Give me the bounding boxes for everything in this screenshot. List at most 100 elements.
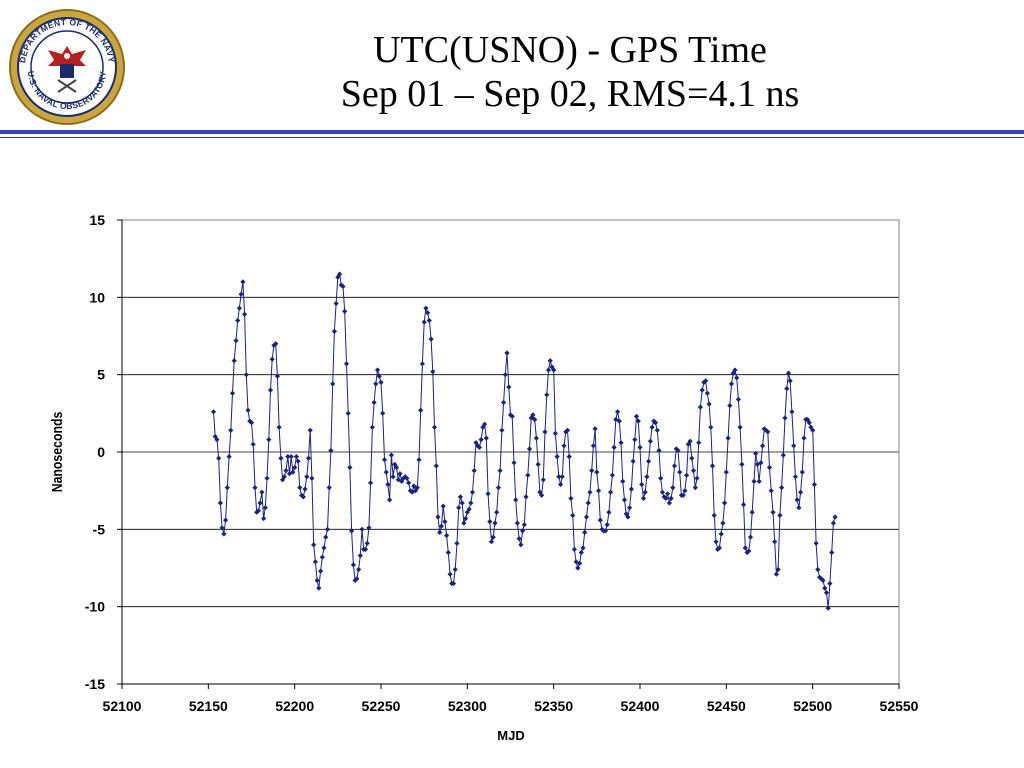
data-point [685,441,691,447]
x-tick-label: 52150 [189,698,228,714]
data-point [749,509,755,515]
data-point [806,420,812,426]
data-point [651,418,657,424]
naval-observatory-seal: DEPARTMENT OF THE NAVY U.S. NAVAL OBSERV… [9,9,125,125]
data-point [713,539,719,545]
data-point [511,460,517,466]
data-point [787,378,793,384]
data-point [746,548,752,554]
data-point [654,427,660,433]
data-point [426,317,432,324]
chart-axes [117,219,900,689]
data-point [236,305,242,311]
data-point [566,454,572,460]
data-point [606,509,612,515]
data-point [830,520,836,526]
data-point [832,514,838,520]
data-point [656,447,662,454]
data-point [580,545,586,551]
data-point [274,373,280,379]
data-point [730,370,736,376]
data-point [478,437,484,443]
data-point [459,500,465,506]
data-point [509,413,515,419]
data-point [575,565,581,571]
data-point [813,540,819,546]
data-point [247,418,253,424]
data-point [466,506,472,512]
data-point [492,520,498,526]
data-point [342,308,348,314]
data-point [295,458,301,464]
data-point [513,497,519,503]
data-point [283,468,289,474]
x-tick-label: 52250 [362,698,401,714]
data-point [482,421,488,427]
data-point [692,485,698,491]
data-point [744,549,750,556]
data-point [772,539,778,545]
slide-title: UTC(USNO) - GPS Time Sep 01 – Sep 02, RM… [150,28,990,116]
data-point [335,274,341,280]
data-point [224,485,230,491]
header-rule [0,130,1024,134]
data-point [381,457,388,463]
data-point [649,424,655,430]
data-point [502,372,508,378]
data-point [442,519,448,525]
data-point [223,517,229,523]
data-point [349,528,355,534]
data-point [425,310,431,316]
data-point [665,491,671,497]
data-point [228,427,234,433]
data-point [766,464,773,471]
data-point [741,502,747,508]
data-point [255,508,261,514]
title-line-1: UTC(USNO) - GPS Time [373,29,767,71]
data-point [393,464,400,471]
data-point [288,454,294,460]
data-point [221,531,227,537]
data-point [675,447,681,454]
data-point [371,399,377,406]
data-point [621,497,628,503]
data-point [312,559,318,565]
data-point [780,452,786,458]
data-point [723,469,729,475]
data-point [544,392,550,398]
data-point [554,454,560,460]
data-point [357,553,363,559]
data-point [231,358,237,364]
data-point [747,534,754,540]
data-point [269,356,275,362]
data-point [302,486,308,492]
data-point [300,494,306,500]
series-line [213,272,836,609]
data-point [390,474,396,480]
data-point [525,472,531,478]
data-point [305,455,312,461]
data-point [820,577,826,583]
data-point [404,475,410,481]
data-point [647,438,653,444]
y-tick-label: -5 [93,521,106,537]
data-point [818,576,824,582]
data-point [791,443,797,449]
data-point [732,367,738,373]
data-point [571,546,577,552]
data-point [616,418,622,424]
x-tick-label: 52550 [880,698,919,714]
data-point [374,367,381,373]
data-point [773,571,779,577]
data-point [727,403,733,409]
data-point [414,485,420,491]
data-point [216,455,222,461]
data-point [815,566,821,573]
data-point [760,443,766,449]
data-point [454,540,460,546]
data-point [677,469,683,475]
data-point [637,444,643,450]
data-point [668,495,674,501]
data-point [238,291,244,297]
